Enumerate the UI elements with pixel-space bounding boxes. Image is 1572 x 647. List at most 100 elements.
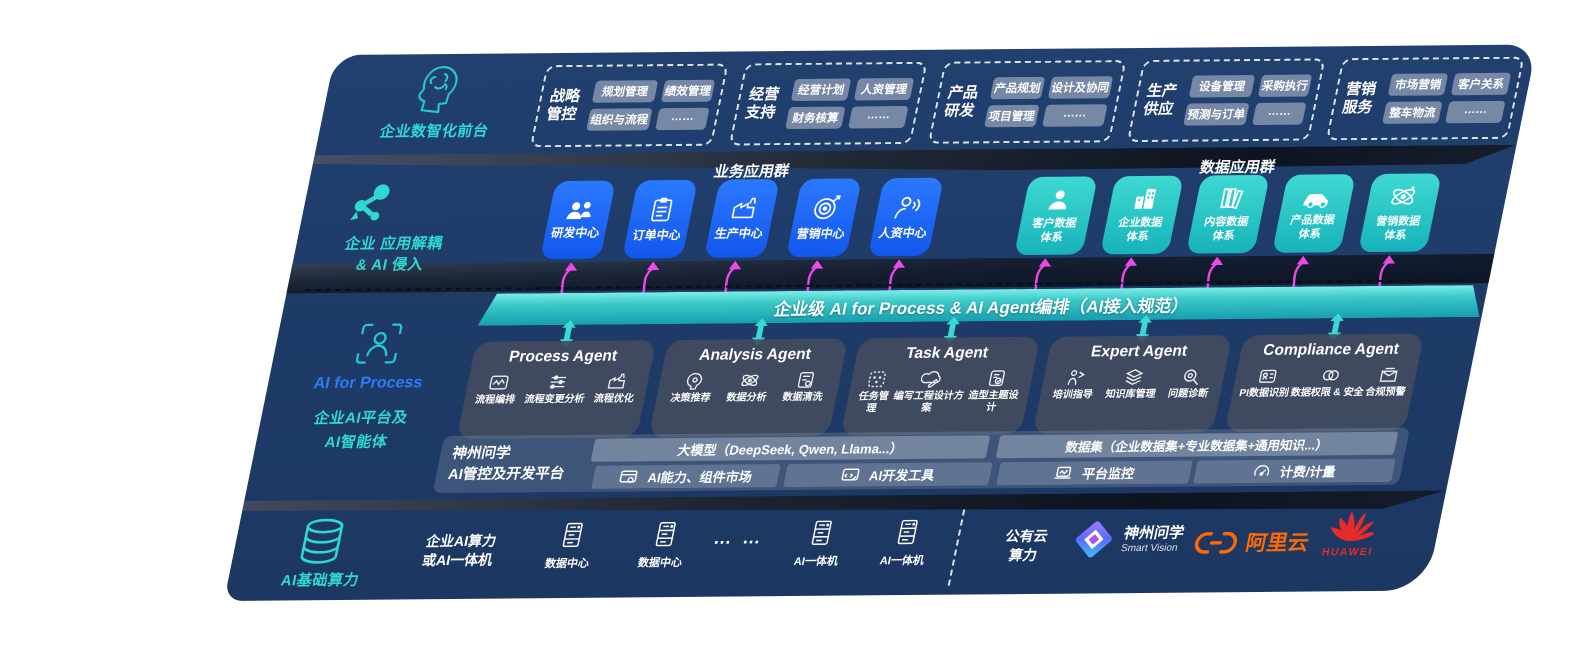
node-label: 数据中心 [543,557,591,571]
huawei-logo: HUAWEI [1320,508,1382,559]
agent-compliance: Compliance Agent PI数据识别 数据权限 & 安全 合规预警 [1224,333,1425,433]
agent-item-label: 合规预警 [1364,386,1407,399]
node-label: AI一体机 [878,554,926,568]
agent-item-label: 数据分析 [725,392,768,404]
molecule-icon [341,178,402,231]
agent-title: Analysis Agent [697,345,813,364]
customer-icon [1044,186,1075,212]
agent-item-label: 造型主题设计 [967,390,1020,414]
chip: …… [654,107,710,131]
compute-label-1: 企业AI算力 [424,532,498,550]
alicloud-name: 阿里云 [1243,531,1312,556]
alicloud-logo: 阿里云 [1191,526,1312,557]
agent-item-label: 流程变更分析 [523,393,586,406]
app-layer-label-2: & AI 侵入 [354,256,425,274]
window-gear-icon [618,469,639,484]
agent-expert: Expert Agent 培训指导 知识库管理 问题诊断 [1032,335,1233,434]
gauge-icon [1252,464,1272,479]
data-box-marketing: 营销数据体系 [1357,173,1442,253]
public-cloud-label-2: 算力 [1007,546,1039,564]
billing-chip: 计费/计量 [1193,458,1396,484]
chip: 绩效管理 [660,79,716,103]
node-label: 数据中心 [636,556,684,570]
front-office-label: 企业数智化前台 [378,122,491,141]
data-box-content: 内容数据体系 [1185,174,1270,254]
database-icon [291,517,353,568]
huawei-flower-icon [1327,508,1378,544]
huawei-name: HUAWEI [1320,545,1375,559]
app-box-order-center: 订单中心 [622,179,698,259]
server-icon [650,520,682,548]
app-box-label: 营销中心 [795,226,847,241]
app-box-production-center: 生产中心 [703,179,780,258]
data-box-label: 内容数据体系 [1203,215,1250,242]
platform-label-2: AI管控及开发平台 [446,466,566,484]
group-title: 产品研发 [942,84,980,120]
chip: …… [848,105,909,129]
chip: 客户关系 [1450,72,1512,96]
app-layer-label-1: 企业 应用解耦 [343,235,445,253]
front-group-marketing: 营销服务 市场营销 客户关系 整车物流 …… [1325,56,1525,141]
decision-icon [682,372,706,390]
target-icon [809,194,843,222]
platform-label-1: 神州问学 [450,445,513,463]
chip: 产品规划 [990,76,1045,100]
agent-item-label: 任务管理 [857,391,890,415]
platform-label: 神州问学 AI管控及开发平台 [446,443,603,486]
public-cloud-label-1: 公有云 [1004,527,1050,545]
permission-icon [1319,366,1343,384]
data-box-enterprise: 企业数据体系 [1099,175,1184,255]
chip: 组织与流程 [586,108,653,131]
data-box-label: 营销数据体系 [1374,215,1422,242]
agent-title: Compliance Agent [1261,340,1401,359]
chip-label: AI开发工具 [867,467,936,484]
platform-panel: 神州问学 AI管控及开发平台 大模型（DeepSeek, Qwen, Llama… [432,427,1411,494]
code-window-icon [840,467,861,482]
enterprise-compute-label: 企业AI算力 或AI一体机 [388,531,531,570]
monitor-icon [1053,466,1074,481]
data-clean-icon [794,371,818,389]
chip: …… [1445,100,1506,124]
ai-platform-label-2: AI智能体 [323,433,389,452]
chip: 人资管理 [853,77,915,101]
public-cloud-label: 公有云 算力 [975,527,1075,566]
production-icon [727,195,760,221]
model-bar: 大模型（DeepSeek, Qwen, Llama...） [590,435,991,462]
theme-design-icon [985,369,1009,387]
server-icon [806,519,838,547]
order-icon [646,195,678,223]
chip: 规划管理 [592,80,659,103]
chip: 预测与订单 [1183,103,1250,126]
dataset-bar: 数据集（企业数据集+专业数据集+通用知识...） [995,431,1399,459]
agent-item-label: 培训指导 [1051,389,1094,401]
agent-title: Process Agent [507,347,619,366]
compliance-alert-icon [1377,366,1401,384]
smartvision-logo: 神州问学 Smart Vision [1069,518,1188,561]
person-scan-icon [351,320,406,366]
chip-label: AI能力、组件市场 [646,469,754,486]
data-analysis-icon [738,371,762,389]
flow-orchestration-icon [487,373,511,391]
flow-optimize-icon [605,372,629,390]
monitor-chip: 平台监控 [996,460,1193,486]
agent-item-label: 知识库管理 [1104,388,1157,401]
agent-item-label: 数据权限 & 安全 [1289,387,1365,399]
agent-item-label: PI数据识别 [1238,387,1290,400]
ai-bus-label: 企业级 AI for Process & AI Agent编排（AI接入规范） [772,296,1191,319]
ellipsis-text: … … [711,527,766,548]
app-box-label: 人资中心 [877,225,929,241]
knowledge-base-icon [1122,368,1146,386]
app-box-marketing-center: 营销中心 [785,178,862,258]
ai-platform-label-1: 企业AI平台及 [312,409,410,428]
agent-item-label: 数据清洗 [781,391,824,404]
chip: 采购执行 [1257,74,1313,97]
capability-market-chip: AI能力、组件市场 [591,464,781,489]
front-group-product: 产品研发 产品规划 设计及协同 项目管理 …… [927,60,1127,144]
server-icon [892,518,924,546]
chip: 财务核算 [785,106,846,130]
data-box-label: 企业数据体系 [1117,216,1164,243]
group-title: 经营支持 [743,86,781,122]
app-box-label: 研发中心 [549,225,601,241]
change-analysis-icon [546,373,570,391]
group-title: 生产供应 [1141,82,1179,118]
